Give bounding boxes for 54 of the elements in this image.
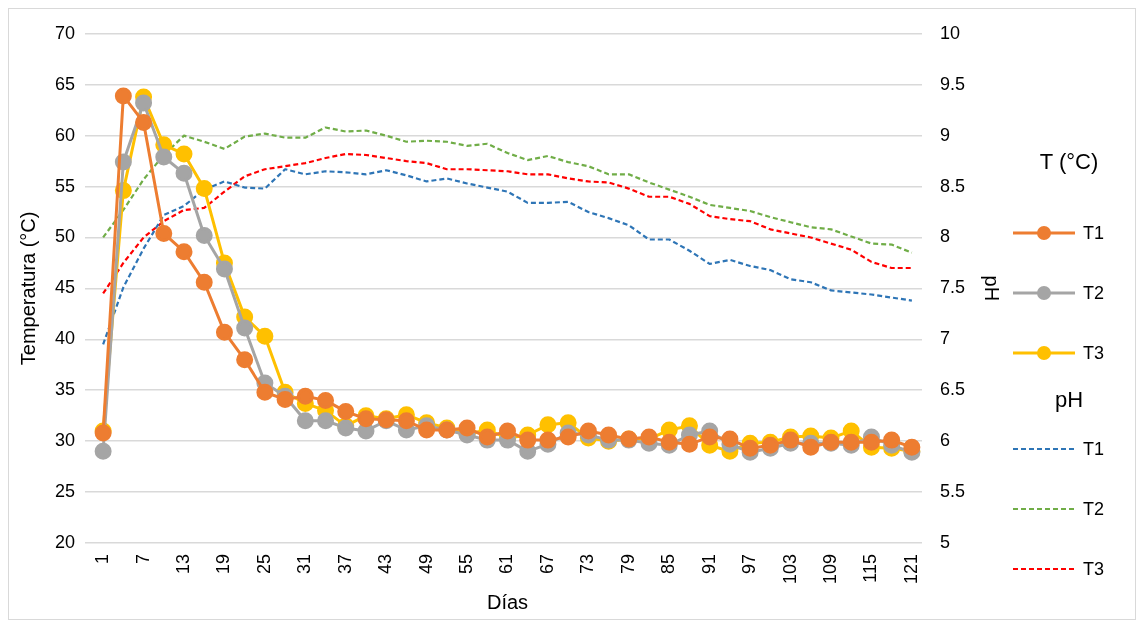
y-tick-label: 65 [54,73,76,94]
y-axis-title: Temperatura (°C) [16,211,39,366]
legend-label: T2 [1083,498,1105,520]
x-tick-label: 103 [779,553,800,585]
x-tick-label: 109 [819,553,840,585]
x-tick-label: 85 [658,553,679,574]
y-tick-label: 45 [54,277,76,298]
x-tick-label: 37 [334,553,355,574]
y2-tick-label: 7 [939,328,950,349]
y2-axis-title: pH [981,275,1004,302]
x-tick-label: 91 [698,553,719,574]
y2-tick-label: 8.5 [939,175,966,196]
legend-label: T2 [1083,282,1105,304]
x-tick-label: 115 [860,553,881,583]
y2-tick-label: 10 [939,22,961,43]
legend-label: T3 [1083,342,1105,364]
x-tick-label: 7 [132,553,153,564]
x-tick-label: 79 [617,553,638,574]
x-axis-title: Días [486,590,529,613]
y2-tick-label: 6.5 [939,379,966,400]
x-tick-label: 25 [253,553,274,574]
y2-tick-label: 8 [939,226,950,247]
x-tick-label: 43 [375,553,396,574]
y2-tick-label: 6 [939,430,950,451]
legend-label: T1 [1083,438,1105,460]
y-tick-label: 20 [54,531,76,552]
y2-tick-label: 9.5 [939,73,966,94]
y-tick-label: 35 [54,379,76,400]
x-tick-label: 67 [536,553,557,574]
y-tick-label: 40 [54,328,76,349]
x-tick-label: 19 [213,553,234,574]
y-tick-label: 55 [54,175,76,196]
legend-label: T3 [1083,558,1105,580]
x-tick-label: 121 [900,553,921,585]
x-tick-label: 31 [294,553,315,574]
y-tick-label: 30 [54,430,76,451]
x-tick-label: 61 [496,553,517,574]
y-tick-label: 25 [54,481,76,502]
x-tick-label: 1 [92,553,113,564]
x-tick-label: 73 [577,553,598,574]
y-tick-label: 70 [54,22,76,43]
x-tick-label: 49 [415,553,436,574]
x-tick-label: 13 [172,553,193,574]
y2-tick-label: 5.5 [939,481,966,502]
y2-tick-label: 7.5 [939,277,966,298]
y2-tick-label: 5 [939,531,950,552]
y2-tick-label: 9 [939,124,950,145]
text: pH [1054,387,1084,412]
x-tick-label: 55 [456,553,477,574]
y-tick-label: 60 [54,124,76,145]
y-tick-label: 50 [54,226,76,247]
text: T (°C) [1039,149,1099,174]
legend-label: T1 [1083,222,1105,244]
x-tick-label: 97 [739,553,760,574]
